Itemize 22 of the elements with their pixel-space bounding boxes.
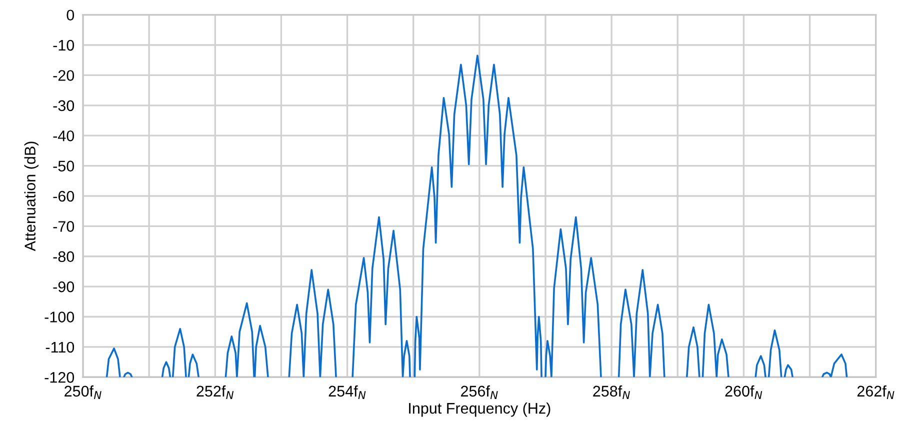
- y-tick-label: -70: [53, 221, 74, 232]
- y-tick-label: -30: [53, 100, 74, 112]
- y-tick-label: -100: [44, 312, 74, 322]
- y-tick-label: -120: [44, 372, 74, 383]
- x-axis-title: Input Frequency (Hz): [409, 402, 550, 417]
- x-tick-label: 262f$_{N}$: [857, 385, 894, 399]
- x-tick-label: 258f$_{N}$: [593, 385, 630, 399]
- y-tick-label: -40: [53, 130, 74, 142]
- y-tick-label: -10: [53, 40, 74, 51]
- y-tick-label: -80: [53, 251, 74, 262]
- x-tick-label: 260f$_{N}$: [725, 385, 762, 399]
- x-tick-label: 252f$_{N}$: [196, 385, 234, 399]
- y-tick-label: -60: [53, 190, 74, 202]
- x-tick-label: 254f$_{N}$: [328, 385, 366, 399]
- y-axis-title: Attenuation (dB): [24, 142, 39, 252]
- x-tick-label: 256f$_{N}$: [461, 385, 498, 399]
- y-tick-label: -20: [53, 70, 74, 81]
- y-tick-label: 0: [66, 10, 74, 21]
- x-tick-label: 250f$_{N}$: [64, 385, 102, 399]
- y-tick-label: -50: [53, 160, 74, 172]
- y-tick-label: -90: [53, 281, 74, 292]
- y-tick-label: -110: [46, 342, 74, 353]
